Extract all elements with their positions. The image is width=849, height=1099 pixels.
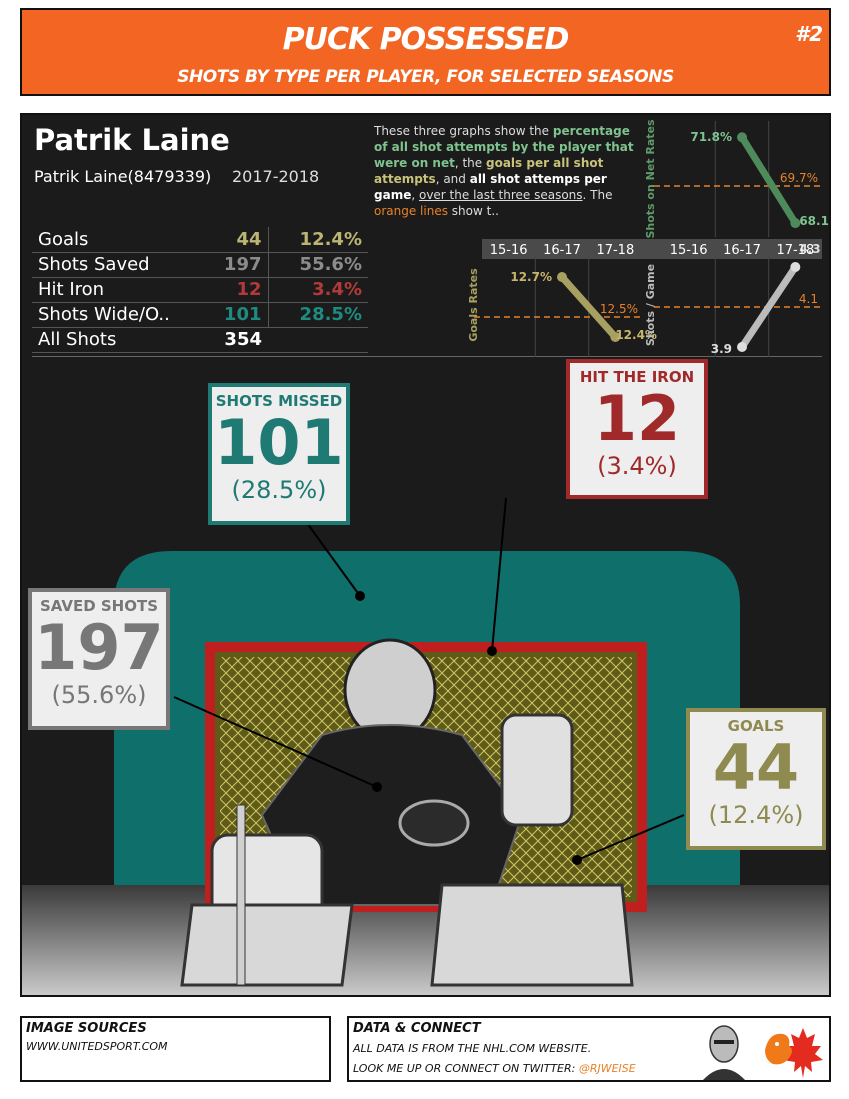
category-label: 15-16 — [490, 243, 528, 258]
data-label: 68.1% — [799, 214, 831, 228]
stat-label: All Shots — [32, 327, 212, 353]
stat-pct: 12.4% — [267, 227, 368, 253]
goal-illustration — [22, 497, 829, 995]
category-header-bar — [482, 239, 822, 259]
y-axis-label: Goals Rates — [467, 268, 480, 342]
category-label: 15-16 — [670, 243, 708, 258]
stat-label: Shots Saved — [32, 252, 212, 278]
data-label: 4.3 — [799, 242, 820, 256]
callout-title: HIT THE IRON — [579, 368, 695, 386]
category-label: 16-17 — [723, 243, 761, 258]
callout-value: 44 — [712, 731, 800, 804]
callout-hit-iron: HIT THE IRON 12 (3.4%) — [566, 359, 708, 499]
stats-row: Goals 44 12.4% — [32, 227, 368, 253]
data-title: DATA & CONNECT — [353, 1021, 481, 1036]
callout-value: 197 — [34, 611, 164, 684]
divider — [32, 356, 822, 357]
reference-label: 4.1 — [799, 292, 818, 306]
chart-description: These three graphs show the percentage o… — [374, 124, 634, 218]
series-line — [738, 133, 799, 227]
data-label: 71.8% — [690, 130, 732, 144]
callout-title: SAVED SHOTS — [39, 597, 159, 615]
data-label: 12.4% — [615, 328, 657, 342]
callout-title: GOALS — [727, 717, 785, 735]
data-point — [790, 218, 801, 229]
stats-row: Shots Wide/O.. 101 28.5% — [32, 302, 368, 328]
image-sources-box: IMAGE SOURCES WWW.UNITEDSPORT.COM — [20, 1016, 331, 1082]
stat-count: 44 — [212, 227, 268, 253]
data-line-2: LOOK ME UP OR CONNECT ON TWITTER: @RJWEI… — [353, 1062, 636, 1075]
stat-count: 101 — [212, 302, 268, 328]
callout-title: SHOTS MISSED — [215, 392, 343, 410]
stat-label: Shots Wide/O.. — [32, 302, 212, 328]
trend-charts: 69.7%71.8%68.1%Shots on Net Rates12.5%12… — [467, 119, 831, 357]
category-label: 16-17 — [543, 243, 581, 258]
y-axis-label: Shots on Net Rates — [644, 119, 657, 239]
stat-count: 12 — [212, 277, 268, 303]
trend-chart-0: 69.7% 71.8% 68.1% Shots on Net Rates — [644, 119, 831, 239]
trend-chart-1: 12.5% 12.7% 12.4% Goals Rates — [467, 257, 657, 357]
page-number: #2 — [795, 22, 823, 46]
series-line — [558, 273, 619, 341]
main-panel: Patrik Laine Patrik Laine(8479339) 2017-… — [20, 113, 831, 997]
player-name: Patrik Laine — [34, 123, 230, 157]
sources-title: IMAGE SOURCES — [26, 1021, 147, 1036]
reference-label: 12.5% — [600, 302, 638, 316]
author-avatar — [697, 1020, 751, 1080]
stat-pct: 3.4% — [267, 277, 368, 303]
page-header: PUCK POSSESSED SHOTS BY TYPE PER PLAYER,… — [20, 8, 831, 96]
callout-shots-missed: SHOTS MISSED 101 (28.5%) — [208, 383, 350, 525]
data-point — [610, 332, 621, 342]
series-line — [738, 263, 799, 351]
page-subtitle: SHOTS BY TYPE PER PLAYER, FOR SELECTED S… — [177, 67, 674, 87]
callout-saved-shots: SAVED SHOTS 197 (55.6%) — [28, 588, 170, 730]
stats-row: All Shots 354 — [32, 327, 368, 353]
trend-chart-2: 4.1 3.9 4.3 Shots / Game — [644, 242, 822, 357]
data-point — [737, 342, 747, 352]
stats-row: Shots Saved 197 55.6% — [32, 252, 368, 278]
stat-pct: 55.6% — [267, 252, 368, 278]
lion-maple-logo-icon — [765, 1028, 823, 1078]
callout-pct: (3.4%) — [597, 452, 677, 480]
callout-value: 101 — [214, 406, 344, 479]
data-label: 12.7% — [510, 270, 552, 284]
callout-pct: (55.6%) — [51, 681, 147, 709]
goalie-figure — [180, 638, 634, 987]
page-title: PUCK POSSESSED — [282, 22, 570, 57]
sources-text: WWW.UNITEDSPORT.COM — [26, 1040, 168, 1053]
season-label: 2017-2018 — [232, 167, 320, 186]
stat-pct — [268, 327, 368, 353]
player-id-label: Patrik Laine(8479339) — [34, 167, 212, 186]
data-point — [557, 272, 567, 282]
data-label: 3.9 — [711, 342, 732, 356]
stat-pct: 28.5% — [267, 302, 368, 328]
stats-row: Hit Iron 12 3.4% — [32, 277, 368, 303]
data-point — [737, 132, 747, 143]
callout-pct: (12.4%) — [708, 801, 804, 829]
data-connect-box: DATA & CONNECT ALL DATA IS FROM THE NHL.… — [347, 1016, 831, 1082]
reference-label: 69.7% — [780, 171, 818, 185]
category-label: 17-18 — [596, 243, 634, 258]
callout-goals: GOALS 44 (12.4%) — [686, 708, 826, 850]
twitter-link[interactable]: @RJWEISE — [578, 1062, 636, 1075]
stat-label: Hit Iron — [32, 277, 212, 303]
stat-count: 197 — [212, 252, 268, 278]
y-axis-label: Shots / Game — [644, 264, 657, 346]
data-line-1: ALL DATA IS FROM THE NHL.COM WEBSITE. — [353, 1042, 592, 1055]
callout-pct: (28.5%) — [231, 476, 327, 504]
stats-table: Goals 44 12.4% Shots Saved 197 55.6% Hit Iron 1… — [32, 227, 368, 353]
category-label: 17-18 — [776, 243, 814, 258]
callout-value: 12 — [593, 382, 681, 455]
stat-label: Goals — [32, 227, 212, 253]
stat-count: 354 — [212, 327, 268, 353]
data-point — [790, 262, 801, 272]
